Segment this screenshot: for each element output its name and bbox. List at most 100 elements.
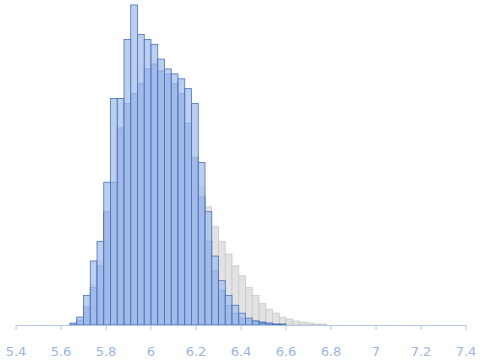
histogram-bar: [374, 325, 381, 326]
x-tick: [421, 325, 422, 330]
histogram-bar: [84, 295, 91, 325]
histogram-bar: [333, 325, 340, 326]
histogram-bar: [387, 325, 394, 326]
x-tick-label: 5.6: [51, 344, 72, 359]
histogram-bar: [327, 325, 334, 326]
histogram-bar: [340, 325, 347, 326]
chart: 5.45.65.866.26.46.66.877.27.4: [0, 0, 484, 363]
histogram-bar: [239, 313, 246, 325]
histogram-bar: [374, 325, 381, 326]
histogram-bar: [293, 325, 300, 326]
histogram-bar: [205, 212, 212, 325]
histogram-bar: [273, 325, 280, 326]
x-tick: [106, 325, 107, 330]
histogram-bar: [347, 325, 354, 326]
histogram-bar: [327, 325, 334, 326]
x-tick-label: 6.2: [186, 344, 207, 359]
histogram-bar: [225, 295, 232, 325]
histogram-bar: [300, 325, 307, 326]
histogram-bar: [279, 325, 286, 326]
x-tick: [61, 325, 62, 330]
histogram-bar: [212, 256, 219, 325]
histogram-bar: [387, 325, 394, 326]
series-0: [84, 64, 327, 325]
x-tick-label: 6.6: [276, 344, 297, 359]
histogram-bar: [306, 325, 313, 326]
x-tick-label: 7.2: [411, 344, 432, 359]
histogram-bar: [259, 323, 266, 325]
histogram-bar: [252, 321, 259, 325]
histogram-bar: [293, 325, 300, 326]
histogram-bar: [131, 5, 138, 325]
histogram-bar: [347, 325, 354, 326]
histogram-bar: [273, 313, 280, 325]
histogram-bar: [246, 318, 253, 325]
x-tick: [376, 325, 377, 330]
histogram-bar: [320, 325, 327, 326]
histogram-bar: [117, 98, 124, 325]
x-tick: [151, 325, 152, 330]
series-1: [70, 64, 286, 325]
histogram-bar: [63, 325, 70, 326]
histogram-bar: [246, 288, 253, 325]
histogram-bar: [387, 325, 394, 326]
histogram-bar: [151, 44, 158, 325]
histogram-bar: [340, 325, 347, 326]
histogram-bar: [205, 207, 212, 325]
histogram-bar: [104, 182, 111, 325]
histogram-bar: [198, 163, 205, 326]
histogram-bar: [252, 321, 259, 325]
x-tick: [196, 325, 197, 330]
histogram-bar: [374, 325, 381, 326]
histogram-bar: [266, 323, 273, 325]
histogram-bar: [313, 325, 320, 326]
x-tick: [241, 325, 242, 330]
histogram-bar: [320, 324, 327, 325]
histogram-bar: [313, 325, 320, 326]
histogram-bar: [300, 322, 307, 325]
x-tick-label: 5.4: [6, 344, 27, 359]
histogram-bar: [165, 69, 172, 325]
histogram-bar: [239, 276, 246, 325]
histogram-bar: [340, 325, 347, 326]
histogram-bar: [293, 321, 300, 325]
histogram-bar: [394, 325, 401, 326]
histogram-bar: [266, 325, 273, 326]
histogram-bar: [381, 325, 388, 326]
histogram-bar: [360, 325, 367, 326]
histogram-bar: [158, 59, 165, 325]
x-tick-label: 6: [147, 344, 155, 359]
histogram-bar: [77, 317, 84, 325]
histogram-bar: [394, 325, 401, 326]
histogram-bar: [219, 241, 226, 325]
histogram-bar: [333, 325, 340, 326]
histogram-bar: [367, 325, 374, 326]
x-tick: [16, 325, 17, 330]
histogram-bar: [225, 254, 232, 325]
histogram-bar: [144, 39, 151, 325]
histogram-bar: [354, 325, 361, 326]
histogram-bar: [124, 39, 131, 325]
histogram-bar: [219, 281, 226, 325]
histogram-bar: [212, 227, 219, 325]
histogram-bar: [367, 325, 374, 326]
x-tick: [286, 325, 287, 330]
x-tick: [331, 325, 332, 330]
histogram-bar: [354, 325, 361, 326]
histogram-bar: [138, 34, 145, 325]
histogram-bar: [327, 325, 334, 326]
histogram-bar: [279, 317, 286, 325]
histogram-bar: [381, 325, 388, 326]
x-tick-label: 6.4: [231, 344, 252, 359]
histogram-bar: [367, 325, 374, 326]
histogram-bar: [232, 266, 239, 325]
histogram-bar: [90, 261, 97, 325]
histogram-bar: [97, 241, 104, 325]
histogram-bar: [259, 303, 266, 325]
histogram-bar: [171, 74, 178, 325]
x-tick-label: 7.4: [456, 344, 477, 359]
histogram-bar: [259, 322, 266, 325]
histogram-bar: [63, 325, 70, 326]
histogram-bar: [300, 325, 307, 326]
histogram-bar: [320, 325, 327, 326]
